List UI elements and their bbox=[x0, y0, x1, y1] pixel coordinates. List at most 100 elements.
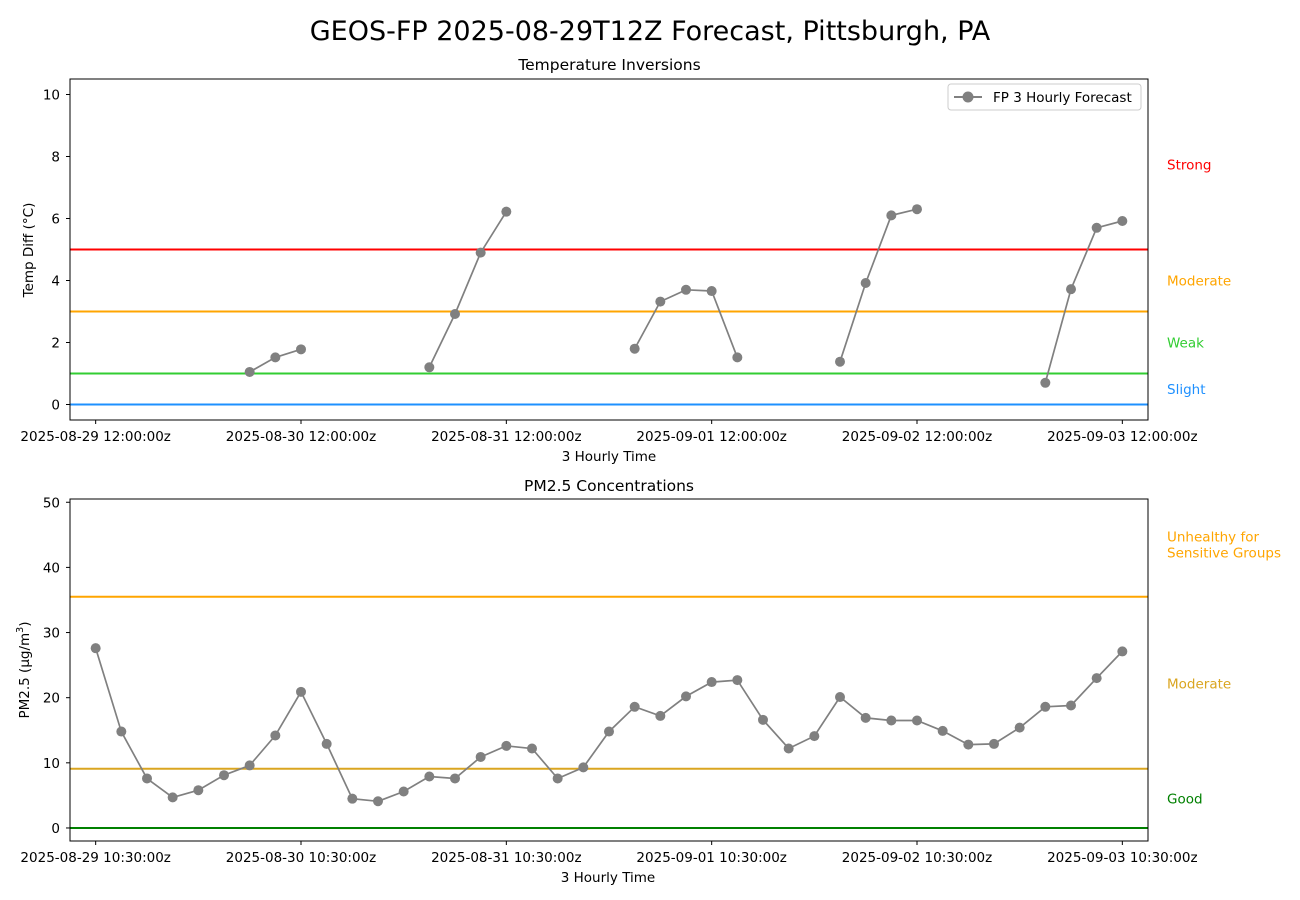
data-point bbox=[424, 771, 435, 782]
data-point bbox=[1066, 284, 1076, 295]
figure-title: GEOS-FP 2025-08-29T12Z Forecast, Pittsbu… bbox=[310, 16, 991, 47]
threshold-label-line: Moderate bbox=[1167, 676, 1231, 692]
data-point bbox=[1040, 701, 1051, 712]
legend-marker-swatch bbox=[962, 91, 974, 103]
data-point bbox=[1040, 377, 1051, 388]
legend: FP 3 Hourly Forecast bbox=[947, 83, 1142, 111]
x-tick-label: 2025-09-01 10:30:00z bbox=[636, 850, 786, 866]
y-axis-label: PM2.5 (µg/m3) bbox=[15, 621, 33, 718]
data-point bbox=[167, 792, 178, 803]
threshold-label-line: Strong bbox=[1167, 157, 1212, 173]
data-point bbox=[450, 773, 460, 784]
data-point bbox=[604, 726, 614, 737]
data-point bbox=[681, 284, 691, 295]
threshold-label-1: Weak bbox=[1167, 336, 1204, 352]
data-point bbox=[1091, 222, 1102, 233]
y-axis-label: Temp Diff (°C) bbox=[21, 203, 37, 299]
data-point bbox=[296, 686, 306, 697]
data-point bbox=[655, 296, 666, 307]
data-point bbox=[1117, 215, 1128, 226]
y-tick-label: 50 bbox=[43, 495, 60, 511]
data-point bbox=[783, 743, 794, 754]
y-tick-label: 20 bbox=[43, 691, 60, 707]
data-point bbox=[90, 643, 101, 654]
threshold-labels: Good Moderate Unhealthy for Sensitive Group… bbox=[1167, 530, 1281, 808]
data-point bbox=[321, 738, 332, 749]
data-point bbox=[937, 725, 948, 736]
x-tick-label: 2025-09-03 12:00:00z bbox=[1047, 429, 1197, 445]
data-point bbox=[450, 308, 460, 319]
data-point bbox=[629, 701, 640, 712]
y-tick-label: 0 bbox=[51, 821, 60, 837]
x-axis-ticks: 2025-08-29 10:30:00z 2025-08-30 10:30:00z… bbox=[20, 841, 1198, 866]
y-tick-label: 40 bbox=[43, 560, 60, 576]
series-line-segment-3 bbox=[839, 208, 918, 362]
temperature-inversions-chart: Temperature Inversions 0 2 4 6 8 10 2025-08-2… bbox=[20, 56, 1231, 465]
plot-frame bbox=[69, 498, 1149, 842]
data-point bbox=[835, 356, 845, 367]
data-point bbox=[578, 762, 589, 773]
chart-title-pm25: PM2.5 Concentrations bbox=[524, 477, 694, 495]
x-axis-label: 3 Hourly Time bbox=[561, 870, 655, 886]
y-tick-label: 4 bbox=[51, 274, 60, 290]
x-tick-label: 2025-09-03 10:30:00z bbox=[1047, 850, 1197, 866]
legend-box bbox=[947, 83, 1142, 111]
threshold-label-line: Moderate bbox=[1167, 274, 1231, 290]
data-point bbox=[655, 710, 666, 721]
threshold-label-3: Strong bbox=[1167, 157, 1212, 173]
data-point bbox=[860, 277, 871, 288]
data-point bbox=[296, 344, 306, 355]
threshold-label-2: Unhealthy for Sensitive Groups bbox=[1167, 530, 1281, 562]
data-point bbox=[1091, 673, 1102, 684]
series-line-segment-1 bbox=[428, 211, 508, 368]
data-point bbox=[219, 770, 229, 781]
threshold-label-line: Unhealthy for bbox=[1167, 530, 1259, 546]
data-point bbox=[142, 773, 152, 784]
data-point bbox=[989, 738, 999, 749]
forecast-series bbox=[244, 204, 1128, 388]
threshold-lines bbox=[70, 248, 1148, 406]
y-tick-label: 0 bbox=[51, 398, 60, 414]
y-tick-label: 10 bbox=[43, 88, 60, 104]
threshold-label-line: Weak bbox=[1167, 336, 1204, 352]
series-line-segment-4 bbox=[1044, 220, 1123, 384]
series-line-segment-2 bbox=[633, 288, 739, 358]
x-axis-label: 3 Hourly Time bbox=[562, 449, 656, 465]
threshold-label-2: Moderate bbox=[1167, 274, 1231, 290]
data-point bbox=[1117, 646, 1128, 657]
data-point bbox=[629, 343, 640, 354]
threshold-label-0: Good bbox=[1167, 792, 1203, 808]
data-point bbox=[373, 796, 383, 807]
data-point bbox=[270, 730, 281, 741]
data-point bbox=[706, 286, 717, 297]
y-axis-label-superscript: 3 bbox=[15, 627, 26, 633]
x-tick-label: 2025-08-30 12:00:00z bbox=[226, 429, 376, 445]
data-point bbox=[886, 210, 897, 221]
data-point bbox=[347, 793, 358, 804]
data-point bbox=[1066, 700, 1076, 711]
y-axis-label-close: ) bbox=[17, 621, 33, 626]
data-point bbox=[912, 715, 922, 726]
data-point bbox=[706, 677, 717, 688]
x-tick-label: 2025-08-31 12:00:00z bbox=[431, 429, 581, 445]
data-point bbox=[732, 352, 743, 363]
x-tick-label: 2025-08-30 10:30:00z bbox=[226, 850, 376, 866]
threshold-label-1: Moderate bbox=[1167, 676, 1231, 692]
data-point bbox=[424, 362, 435, 373]
y-tick-label: 30 bbox=[43, 626, 60, 642]
y-tick-label: 8 bbox=[51, 150, 60, 166]
chart-title-temperature: Temperature Inversions bbox=[517, 56, 700, 74]
series-line-segment-0 bbox=[94, 647, 1123, 803]
y-tick-label: 6 bbox=[51, 212, 60, 228]
data-point bbox=[860, 712, 871, 723]
data-point bbox=[732, 675, 743, 686]
x-tick-label: 2025-08-29 10:30:00z bbox=[20, 850, 170, 866]
data-point bbox=[244, 760, 255, 771]
data-point bbox=[475, 247, 486, 258]
data-point bbox=[270, 352, 281, 363]
data-point bbox=[116, 726, 127, 737]
x-axis-ticks: 2025-08-29 12:00:00z 2025-08-30 12:00:00z… bbox=[20, 420, 1198, 445]
y-axis-label-main: PM2.5 (µg/m bbox=[17, 633, 33, 719]
x-tick-label: 2025-08-31 10:30:00z bbox=[431, 850, 581, 866]
